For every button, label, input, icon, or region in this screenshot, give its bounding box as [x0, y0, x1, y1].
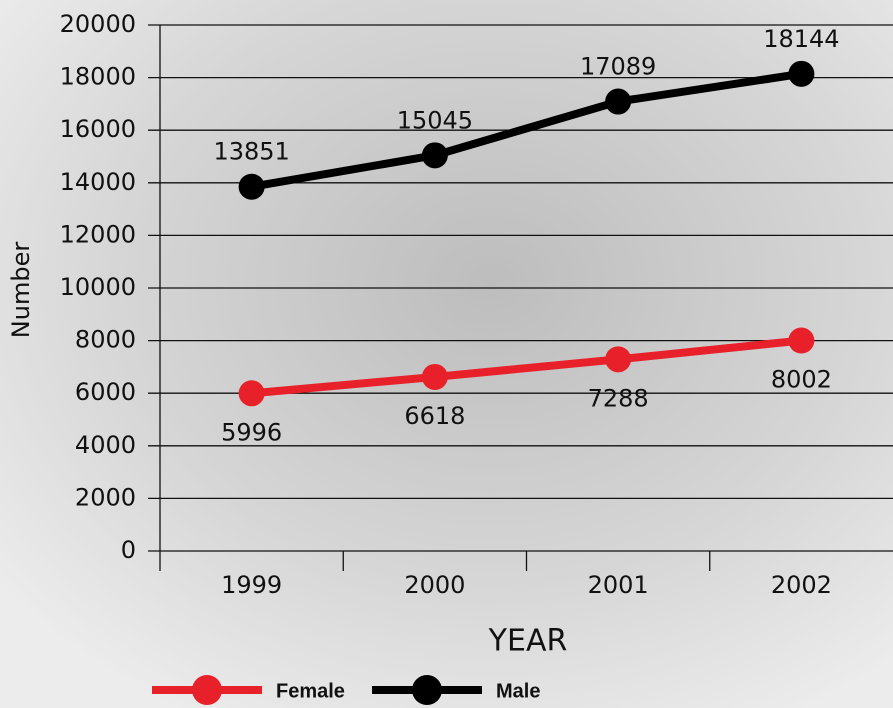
data-label: 8002	[771, 366, 832, 394]
series-line	[250, 69, 802, 191]
y-tick-label: 2000	[75, 483, 136, 511]
x-tick-label: 2002	[771, 571, 832, 599]
data-label: 6618	[404, 402, 465, 430]
y-tick-label: 20000	[60, 10, 136, 38]
data-point	[788, 60, 815, 87]
data-label: 18144	[763, 25, 839, 53]
data-point	[421, 142, 448, 169]
data-point	[788, 327, 815, 354]
legend-label: Female	[276, 680, 345, 702]
y-tick-label: 14000	[60, 168, 136, 196]
y-tick-label: 6000	[75, 378, 136, 406]
y-tick-label: 10000	[60, 273, 136, 301]
data-label: 17089	[580, 53, 656, 81]
y-tick-label: 8000	[75, 326, 136, 354]
x-tick-label: 1999	[221, 571, 282, 599]
y-axis-title: Number	[7, 242, 35, 339]
y-tick-label: 4000	[75, 431, 136, 459]
y-tick-label: 18000	[60, 63, 136, 91]
y-tick-label: 0	[121, 536, 136, 564]
legend-marker	[192, 675, 222, 705]
legend-label: Male	[496, 680, 540, 702]
series-line	[251, 336, 802, 398]
y-tick-label: 12000	[60, 220, 136, 248]
data-point	[238, 173, 265, 200]
data-point	[421, 363, 448, 390]
y-tick-label: 16000	[60, 115, 136, 143]
data-label: 7288	[588, 384, 649, 412]
data-label: 13851	[213, 138, 289, 166]
data-point	[605, 88, 632, 115]
data-point	[605, 346, 632, 373]
legend-marker	[412, 675, 442, 705]
data-point	[238, 380, 265, 407]
data-label: 15045	[397, 106, 473, 134]
x-tick-label: 2001	[588, 571, 649, 599]
x-tick-label: 2000	[404, 571, 465, 599]
data-label: 5996	[221, 418, 282, 446]
x-axis-title: YEAR	[488, 624, 568, 659]
